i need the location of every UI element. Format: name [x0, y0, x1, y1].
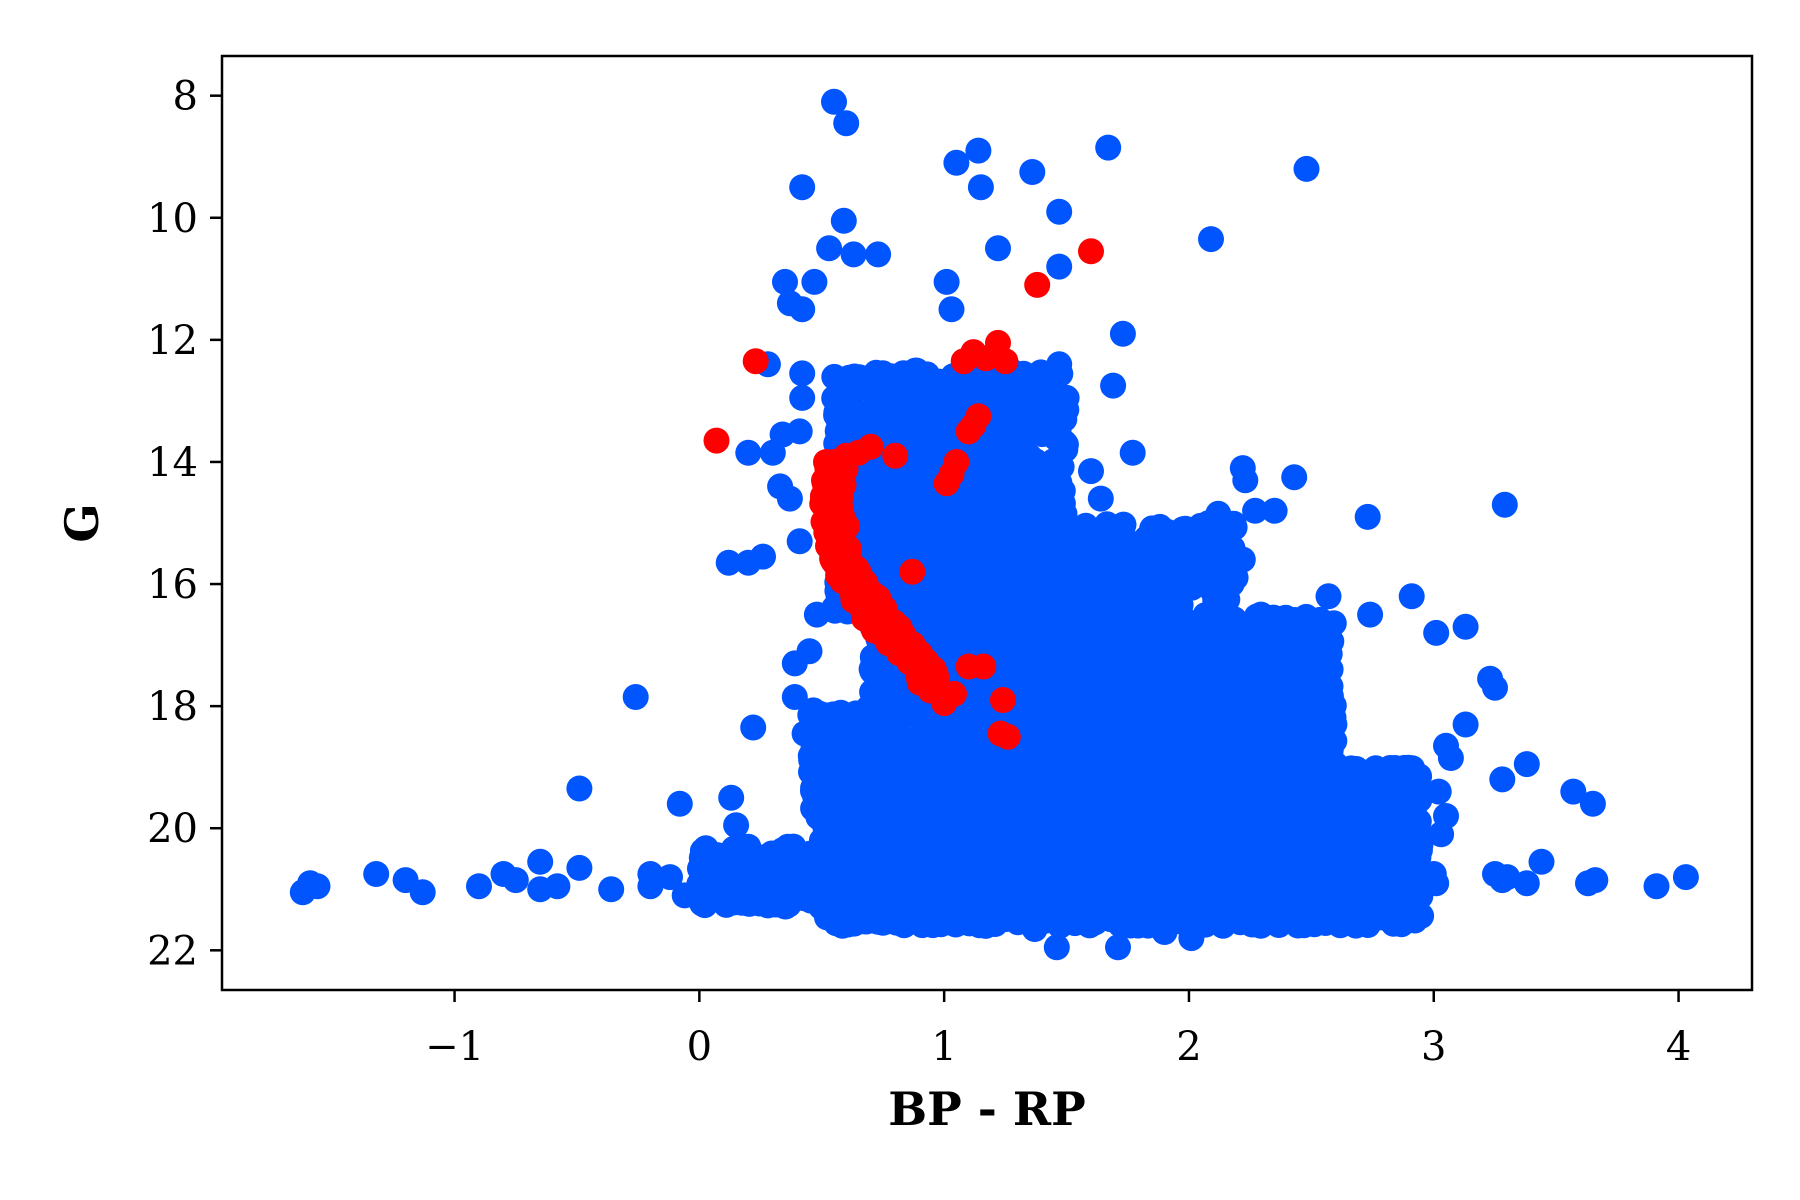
blue-data-point	[1032, 772, 1059, 799]
blue-data-point	[1345, 832, 1372, 859]
blue-data-point	[1281, 649, 1307, 676]
blue-data-point	[1078, 864, 1105, 891]
blue-data-point	[1349, 762, 1376, 789]
blue-data-point	[1031, 827, 1058, 854]
blue-data-point	[891, 732, 918, 759]
blue-data-point	[1203, 701, 1230, 728]
blue-data-point	[1151, 845, 1178, 872]
blue-data-point	[1219, 900, 1246, 927]
blue-data-point	[1384, 771, 1411, 798]
blue-data-point	[1248, 601, 1274, 628]
blue-data-point	[1367, 795, 1394, 822]
blue-data-point	[999, 886, 1026, 913]
blue-data-point	[1024, 730, 1051, 757]
blue-data-point	[892, 697, 919, 724]
blue-data-point	[1175, 897, 1202, 924]
blue-data-point	[848, 908, 875, 935]
blue-data-point	[1192, 862, 1219, 889]
blue-data-point	[1064, 771, 1090, 798]
blue-data-point	[1112, 825, 1139, 852]
blue-data-point	[1127, 772, 1154, 798]
blue-data-point	[1311, 612, 1338, 639]
blue-data-point	[953, 734, 980, 761]
blue-data-point	[940, 573, 967, 600]
blue-data-point	[1112, 718, 1139, 745]
blue-data-point	[896, 826, 923, 853]
blue-data-point	[974, 783, 1001, 810]
blue-data-point	[1141, 693, 1168, 720]
blue-data-point	[1318, 701, 1345, 727]
blue-data-point	[1056, 673, 1083, 700]
blue-data-point	[1325, 896, 1352, 923]
blue-data-point	[1312, 641, 1339, 668]
blue-data-point	[1261, 752, 1288, 779]
blue-data-point	[1250, 631, 1276, 658]
blue-data-point	[1397, 799, 1424, 826]
data-points	[289, 88, 1699, 961]
blue-data-point	[1161, 802, 1188, 829]
blue-data-point	[1228, 836, 1255, 863]
blue-data-point	[1057, 850, 1084, 877]
blue-data-point	[1106, 874, 1133, 901]
blue-data-point	[1171, 836, 1198, 863]
blue-data-point	[997, 755, 1024, 782]
blue-data-point	[861, 859, 888, 886]
blue-data-point	[1300, 861, 1327, 888]
blue-data-point	[1312, 784, 1339, 811]
blue-data-point	[1366, 817, 1393, 844]
blue-data-point	[928, 834, 955, 861]
blue-data-point	[1229, 735, 1256, 762]
blue-data-point	[1186, 729, 1213, 756]
blue-data-point	[1306, 807, 1333, 834]
blue-data-point	[1227, 666, 1254, 693]
blue-data-point	[1373, 838, 1400, 865]
blue-data-point	[1290, 753, 1317, 779]
blue-data-point	[928, 599, 955, 626]
blue-data-point	[1126, 895, 1153, 922]
blue-data-point	[1326, 832, 1353, 859]
blue-data-point	[1097, 687, 1124, 714]
blue-data-point	[1263, 823, 1290, 849]
blue-data-point	[1401, 860, 1428, 887]
blue-data-point	[1153, 762, 1180, 788]
blue-data-point	[1048, 453, 1075, 480]
blue-data-point	[1032, 869, 1059, 896]
blue-data-point	[1252, 859, 1279, 886]
blue-data-point	[1193, 774, 1220, 801]
blue-data-point	[1204, 835, 1231, 862]
blue-data-point	[1272, 843, 1298, 870]
blue-data-point	[912, 883, 939, 910]
blue-data-point	[905, 758, 932, 785]
blue-data-point	[1308, 724, 1335, 751]
blue-data-point	[1287, 704, 1314, 731]
blue-data-point	[921, 855, 948, 882]
blue-data-point	[962, 860, 989, 887]
blue-data-point	[1173, 677, 1200, 704]
blue-data-point	[1085, 886, 1112, 913]
blue-data-point	[1200, 798, 1227, 825]
blue-data-point	[1348, 867, 1375, 893]
blue-data-point	[1256, 675, 1283, 702]
blue-data-point	[882, 856, 909, 883]
